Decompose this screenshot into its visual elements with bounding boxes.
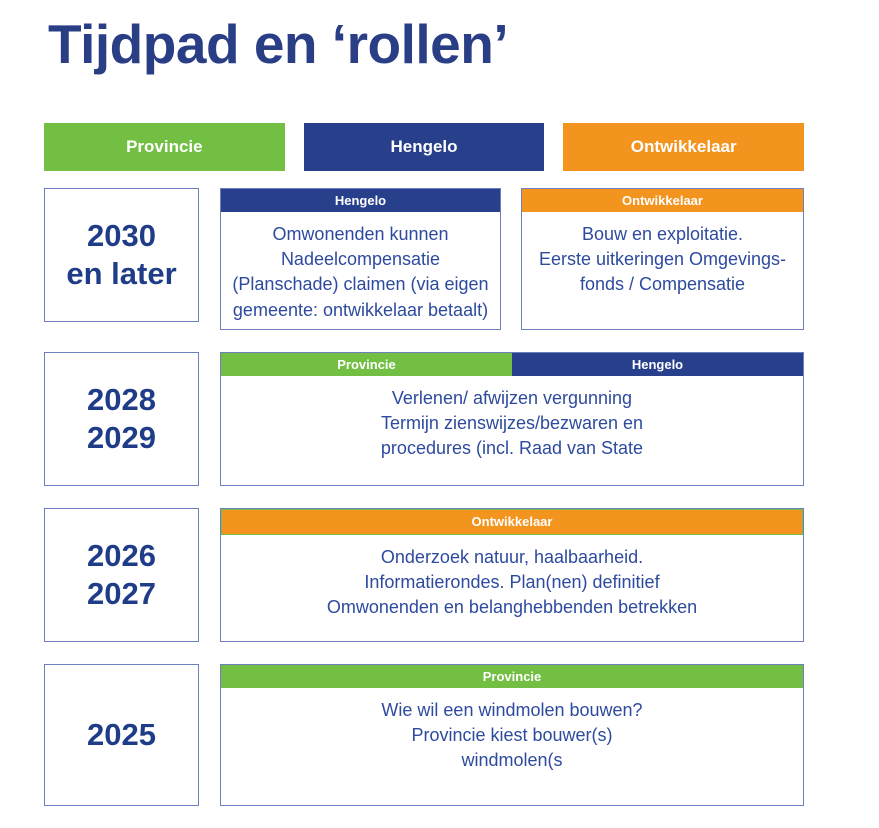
timeline-row: 2026 2027 Ontwikkelaar Onderzoek natuur, ha… (0, 507, 879, 642)
timeline-card[interactable]: Ontwikkelaar Bouw en exploitatie. Eerste u… (521, 188, 804, 330)
card-body-line: gemeente: ontwikkelaar betaalt) (232, 299, 489, 320)
card-body-line: Verlenen/ afwijzen vergunning (391, 387, 633, 408)
legend-item-provincie[interactable]: Provincie (44, 123, 285, 171)
year-box: 2028 2029 (44, 351, 199, 486)
year-label: 2028 (87, 381, 156, 417)
card-body: Bouw en exploitatie. Eerste uitkeringen O… (522, 212, 803, 329)
card-header-label: Provincie (482, 668, 542, 684)
card-body-line: Nadeelcompensatie (280, 249, 441, 270)
page-title: Tijdpad en ‘rollen’ (48, 13, 509, 75)
card-body-line: (Planschade) claimen (via eigen (232, 274, 489, 295)
card-body-line: Informatierondes. Plan(nen) definitief (364, 571, 660, 592)
card-header-segment-ontwikkelaar: Ontwikkelaar (222, 509, 802, 534)
timeline-row: 2030 en later Hengelo Omwonenden kunnen Nade… (0, 188, 879, 330)
card-header-label: Hengelo (334, 193, 387, 208)
timeline-card[interactable]: Hengelo Omwonenden kunnen Nadeelcompensati… (220, 188, 501, 330)
card-group: Ontwikkelaar Onderzoek natuur, haalbaarhe… (220, 507, 804, 642)
card-body-line: procedures (incl. Raad van State (380, 438, 644, 459)
legend-item-label: Provincie (126, 137, 203, 156)
year-label: 2026 (87, 537, 156, 573)
year-label: 2029 (87, 419, 156, 455)
year-box: 2026 2027 (44, 507, 199, 642)
card-header: Ontwikkelaar (522, 189, 803, 212)
card-header: Provincie (221, 664, 803, 688)
card-body: Verlenen/ afwijzen vergunning Termijn zie… (221, 376, 803, 485)
card-body-line: Bouw en exploitatie. (581, 224, 744, 244)
timeline-card[interactable]: Provincie Wie wil een windmolen bouwen? Pr… (220, 663, 804, 806)
card-header: Ontwikkelaar (221, 508, 803, 535)
legend: Provincie Hengelo Ontwikkelaar (44, 123, 805, 171)
card-header-label: Hengelo (631, 356, 684, 372)
card-header-segment-hengelo: Hengelo (221, 189, 500, 212)
year-label: 2025 (87, 716, 156, 752)
card-header-segment-hengelo: Hengelo (512, 352, 803, 376)
year-label: 2030 (87, 218, 156, 254)
timeline-row: 2028 2029 Provincie Hengelo Verlenen/ afwijz… (0, 351, 879, 486)
year-label: 2027 (87, 575, 156, 611)
card-group: Provincie Wie wil een windmolen bouwen? Pr… (220, 663, 804, 806)
card-body-line: Omwonenden kunnen (272, 224, 449, 244)
timeline-row: 2025 Provincie Wie wil een windmolen bouwe… (0, 663, 879, 806)
card-body: Omwonenden kunnen Nadeelcompensatie (Plans… (221, 212, 500, 329)
timeline-card[interactable]: Provincie Hengelo Verlenen/ afwijzen vergu… (220, 351, 804, 486)
card-header-segment-provincie: Provincie (221, 664, 803, 688)
card-body-line: Omwonenden en belanghebbenden betrekken (326, 597, 698, 618)
card-body-line: Onderzoek natuur, haalbaarheid. (380, 546, 644, 567)
legend-item-label: Ontwikkelaar (630, 137, 737, 156)
card-body-line: windmolen(s (461, 750, 563, 771)
card-header-label: Provincie (337, 356, 396, 372)
card-header-segment-ontwikkelaar: Ontwikkelaar (522, 189, 803, 212)
card-group: Hengelo Omwonenden kunnen Nadeelcompensati… (220, 188, 804, 330)
legend-item-label: Hengelo (390, 137, 458, 156)
card-body-line: Termijn zienswijzes/bezwaren en (380, 412, 644, 433)
card-body-line: Wie wil een windmolen bouwen? (381, 699, 643, 720)
card-header: Hengelo (221, 189, 500, 212)
year-label: en later (66, 256, 177, 291)
card-header-label: Ontwikkelaar (471, 514, 553, 530)
card-body-line: Provincie kiest bouwer(s) (411, 724, 613, 745)
card-body-line: fonds / Compensatie (579, 274, 746, 295)
card-header: Provincie Hengelo (221, 352, 803, 376)
legend-item-ontwikkelaar[interactable]: Ontwikkelaar (563, 123, 805, 171)
card-body-line: Eerste uitkeringen Omgevings- (538, 249, 787, 270)
card-body: Onderzoek natuur, haalbaarheid. Informati… (221, 535, 803, 641)
card-header-label: Ontwikkelaar (622, 193, 703, 208)
card-body: Wie wil een windmolen bouwen? Provincie k… (221, 688, 803, 805)
timeline-card[interactable]: Ontwikkelaar Onderzoek natuur, haalbaarhe… (220, 507, 804, 642)
legend-item-hengelo[interactable]: Hengelo (303, 123, 545, 171)
year-box: 2025 (44, 663, 199, 806)
card-group: Provincie Hengelo Verlenen/ afwijzen vergu… (220, 351, 804, 486)
timeline: 2030 en later Hengelo Omwonenden kunnen Nade… (0, 188, 879, 828)
year-box: 2030 en later (44, 188, 199, 322)
card-header-segment-provincie: Provincie (221, 352, 512, 376)
